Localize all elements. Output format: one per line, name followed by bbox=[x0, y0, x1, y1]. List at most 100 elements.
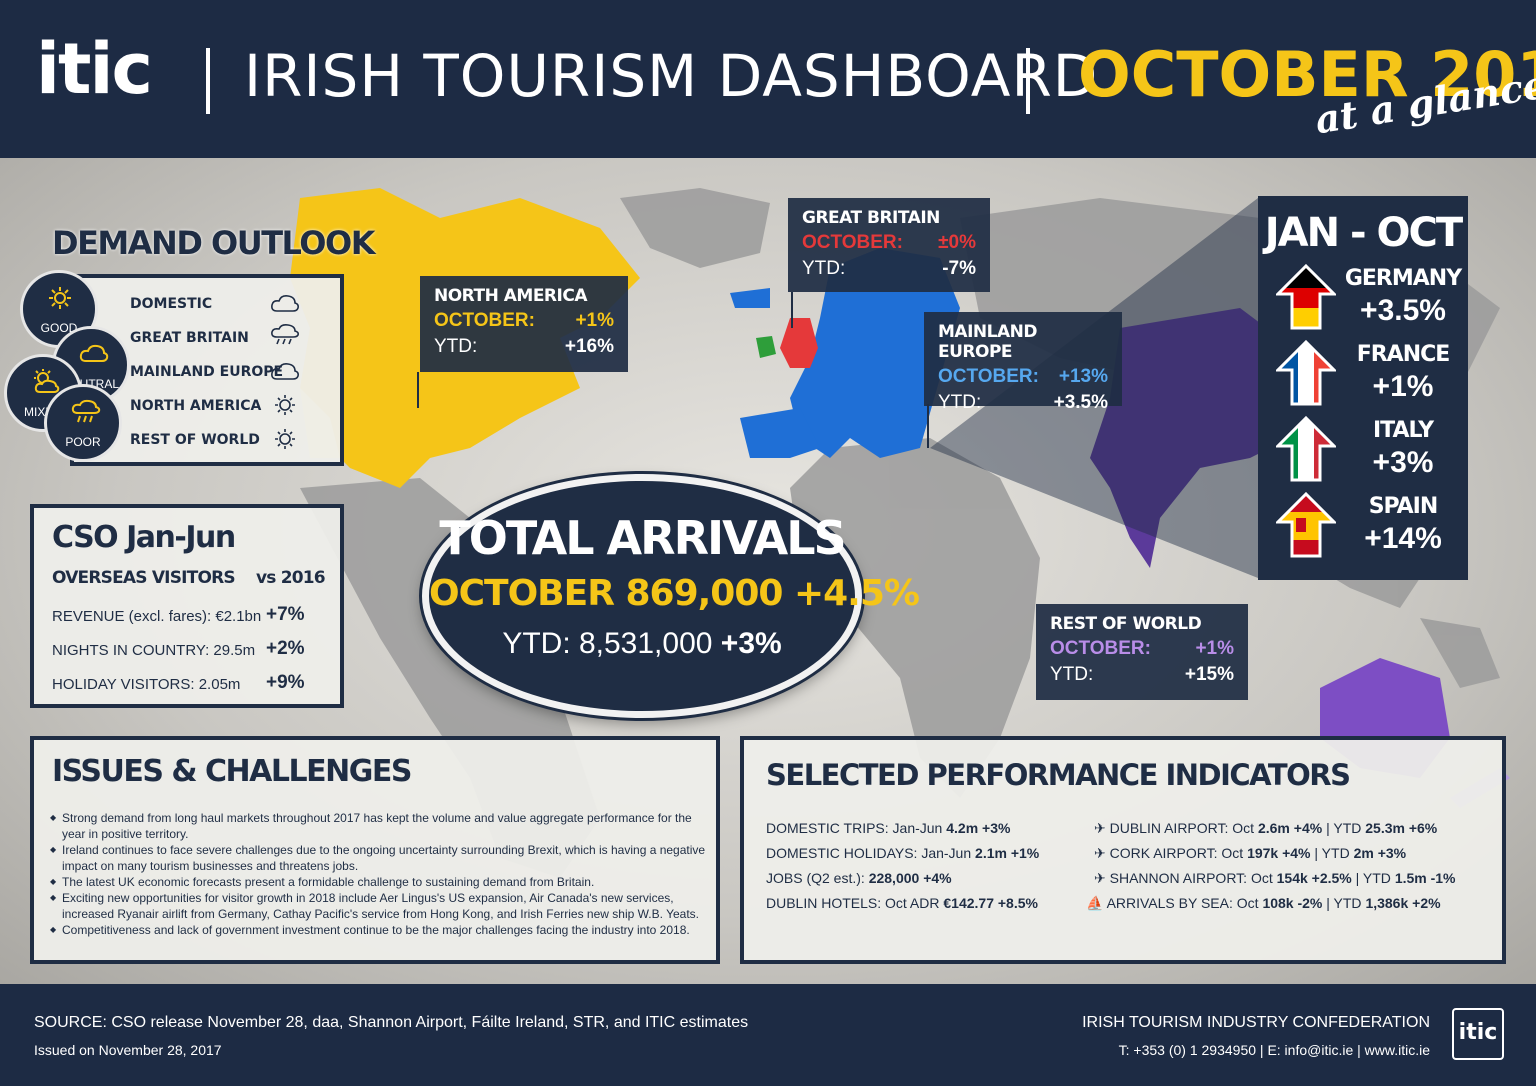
performance-item: ✈ DUBLIN AIRPORT: Oct 2.6m +4% | YTD 25.… bbox=[1094, 820, 1437, 837]
issued-date: Issued on November 28, 2017 bbox=[34, 1042, 222, 1058]
jan-oct-panel: JAN - OCT GERMANY +3.5% FRANCE +1% ITALY… bbox=[1258, 196, 1468, 580]
performance-item: ✈ SHANNON AIRPORT: Oct 154k +2.5% | YTD … bbox=[1094, 870, 1456, 887]
cso-row-value: +9% bbox=[266, 672, 305, 693]
performance-label: DUBLIN AIRPORT: Oct bbox=[1109, 820, 1255, 836]
rain-cloud-icon bbox=[71, 399, 101, 423]
performance-item: DOMESTIC HOLIDAYS: Jan-Jun 2.1m +1% bbox=[766, 845, 1039, 861]
performance-value: 2.6m +4% bbox=[1257, 820, 1323, 836]
region-october-value: +1% bbox=[575, 310, 614, 331]
region-ytd-value: +15% bbox=[1184, 664, 1234, 685]
country-france: FRANCE +1% bbox=[1258, 340, 1468, 410]
performance-label: CORK AIRPORT: Oct bbox=[1109, 845, 1244, 861]
performance-label: JOBS (Q2 est.): bbox=[766, 870, 865, 886]
performance-ytd-value: 1,386k +2% bbox=[1365, 895, 1441, 911]
legend-label: POOR bbox=[65, 435, 101, 449]
issues-panel: ISSUES & CHALLENGES Strong demand from l… bbox=[30, 736, 720, 964]
dashboard-title: IRISH TOURISM DASHBOARD bbox=[244, 42, 1099, 110]
issues-list: Strong demand from long haul markets thr… bbox=[50, 810, 714, 938]
legend-label: GOOD bbox=[40, 321, 78, 335]
region-october-value: ±0% bbox=[938, 232, 976, 253]
region-ytd-value: +16% bbox=[564, 336, 614, 357]
spain-flag-icon bbox=[1276, 492, 1336, 558]
month-title: OCTOBER 2017 bbox=[1078, 38, 1536, 111]
cso-subtitle: OVERSEAS VISITORS bbox=[52, 568, 236, 588]
performance-ytd-value: 1.5m -1% bbox=[1394, 870, 1456, 886]
region-october-row: OCTOBER: ±0% bbox=[802, 232, 976, 254]
total-arrivals: TOTAL ARRIVALS OCTOBER 869,000 +4.5% YTD… bbox=[422, 474, 920, 718]
title-separator bbox=[1026, 48, 1030, 114]
sun-icon bbox=[275, 429, 295, 449]
issue-item: Ireland continues to face severe challen… bbox=[50, 842, 714, 874]
cloud-icon bbox=[271, 295, 299, 312]
performance-ytd-label: | YTD bbox=[1355, 870, 1391, 886]
performance-label: SHANNON AIRPORT: Oct bbox=[1109, 870, 1273, 886]
market-rest-of-world: REST OF WORLD bbox=[130, 432, 260, 448]
sun-icon bbox=[49, 287, 71, 309]
region-great-britain: GREAT BRITAIN OCTOBER: ±0% YTD: -7% bbox=[788, 198, 990, 292]
performance-label: DUBLIN HOTELS: Oct ADR bbox=[766, 895, 940, 911]
total-arrivals-ytd-change: +3% bbox=[720, 627, 782, 660]
cso-row-value: +2% bbox=[266, 638, 305, 659]
cloud-icon bbox=[79, 344, 109, 362]
performance-item: DUBLIN HOTELS: Oct ADR €142.77 +8.5% bbox=[766, 895, 1038, 911]
footer: SOURCE: CSO release November 28, daa, Sh… bbox=[0, 984, 1536, 1086]
performance-value: 154k +2.5% bbox=[1276, 870, 1352, 886]
region-october-value: +1% bbox=[1195, 638, 1234, 659]
demand-outlook-title: DEMAND OUTLOOK bbox=[52, 224, 375, 262]
region-ytd-label: YTD: bbox=[434, 336, 478, 357]
performance-title: SELECTED PERFORMANCE INDICATORS bbox=[766, 758, 1351, 792]
performance-item: ✈ CORK AIRPORT: Oct 197k +4% | YTD 2m +3… bbox=[1094, 845, 1406, 862]
country-value: +14% bbox=[1364, 522, 1442, 555]
region-october-label: OCTOBER: bbox=[802, 232, 903, 253]
sun-icon bbox=[275, 395, 295, 415]
germany-flag-icon bbox=[1276, 264, 1336, 330]
total-arrivals-october: OCTOBER 869,000 +4.5% bbox=[429, 573, 920, 614]
region-october-value: +13% bbox=[1058, 366, 1108, 387]
market-domestic: DOMESTIC bbox=[130, 296, 213, 312]
cloud-icon bbox=[271, 363, 299, 380]
rain-cloud-icon bbox=[271, 324, 299, 345]
performance-value: 197k +4% bbox=[1247, 845, 1311, 861]
performance-value: €142.77 +8.5% bbox=[943, 895, 1038, 911]
organisation-name: IRISH TOURISM INDUSTRY CONFEDERATION bbox=[1082, 1014, 1430, 1031]
itic-logo: itic bbox=[36, 28, 153, 110]
performance-label: DOMESTIC TRIPS: Jan-Jun bbox=[766, 820, 943, 836]
source-note: SOURCE: CSO release November 28, daa, Sh… bbox=[34, 1014, 749, 1031]
issue-item: Strong demand from long haul markets thr… bbox=[50, 810, 714, 842]
region-rest-of-world: REST OF WORLD OCTOBER: +1% YTD: +15% bbox=[1036, 604, 1248, 700]
performance-ytd-label: | YTD bbox=[1326, 895, 1362, 911]
performance-panel: SELECTED PERFORMANCE INDICATORS DOMESTIC… bbox=[740, 736, 1506, 964]
region-name: MAINLAND EUROPE bbox=[938, 322, 1037, 362]
region-ytd-row: YTD: +16% bbox=[434, 336, 614, 358]
country-value: +1% bbox=[1372, 370, 1434, 403]
country-name: FRANCE bbox=[1356, 342, 1451, 367]
country-value: +3% bbox=[1372, 446, 1434, 479]
performance-item: ⛵ ARRIVALS BY SEA: Oct 108k -2% | YTD 1,… bbox=[1086, 895, 1441, 912]
contact-details: T: +353 (0) 1 2934950 | E: info@itic.ie … bbox=[1118, 1042, 1430, 1058]
cso-row-value: +7% bbox=[266, 604, 305, 625]
ship-icon: ⛵ bbox=[1086, 895, 1104, 911]
region-ytd-label: YTD: bbox=[938, 392, 982, 413]
region-ytd-row: YTD: +15% bbox=[1050, 664, 1234, 686]
region-ytd-value: -7% bbox=[942, 258, 976, 279]
region-october-label: OCTOBER: bbox=[434, 310, 535, 331]
cso-row-label: HOLIDAY VISITORS: 2.05m bbox=[52, 676, 241, 693]
issue-item: Competitiveness and lack of government i… bbox=[50, 922, 714, 938]
performance-ytd-label: | YTD bbox=[1314, 845, 1350, 861]
performance-label: DOMESTIC HOLIDAYS: Jan-Jun bbox=[766, 845, 972, 861]
performance-ytd-value: 2m +3% bbox=[1353, 845, 1407, 861]
country-name: ITALY bbox=[1372, 418, 1434, 443]
performance-item: JOBS (Q2 est.): 228,000 +4% bbox=[766, 870, 952, 886]
plane-icon: ✈ bbox=[1094, 820, 1106, 836]
region-october-label: OCTOBER: bbox=[1050, 638, 1151, 659]
issue-item: The latest UK economic forecasts present… bbox=[50, 874, 714, 890]
sun-cloud-icon bbox=[34, 369, 60, 393]
region-ytd-label: YTD: bbox=[1050, 664, 1094, 685]
region-ytd-row: YTD: -7% bbox=[802, 258, 976, 280]
issues-title: ISSUES & CHALLENGES bbox=[52, 754, 412, 789]
region-ytd-row: YTD: +3.5% bbox=[938, 392, 1108, 414]
region-ytd-label: YTD: bbox=[802, 258, 846, 279]
performance-label: ARRIVALS BY SEA: Oct bbox=[1106, 895, 1259, 911]
cso-title: CSO Jan-Jun bbox=[52, 520, 236, 555]
region-north-america: NORTH AMERICA OCTOBER: +1% YTD: +16% bbox=[420, 276, 628, 372]
